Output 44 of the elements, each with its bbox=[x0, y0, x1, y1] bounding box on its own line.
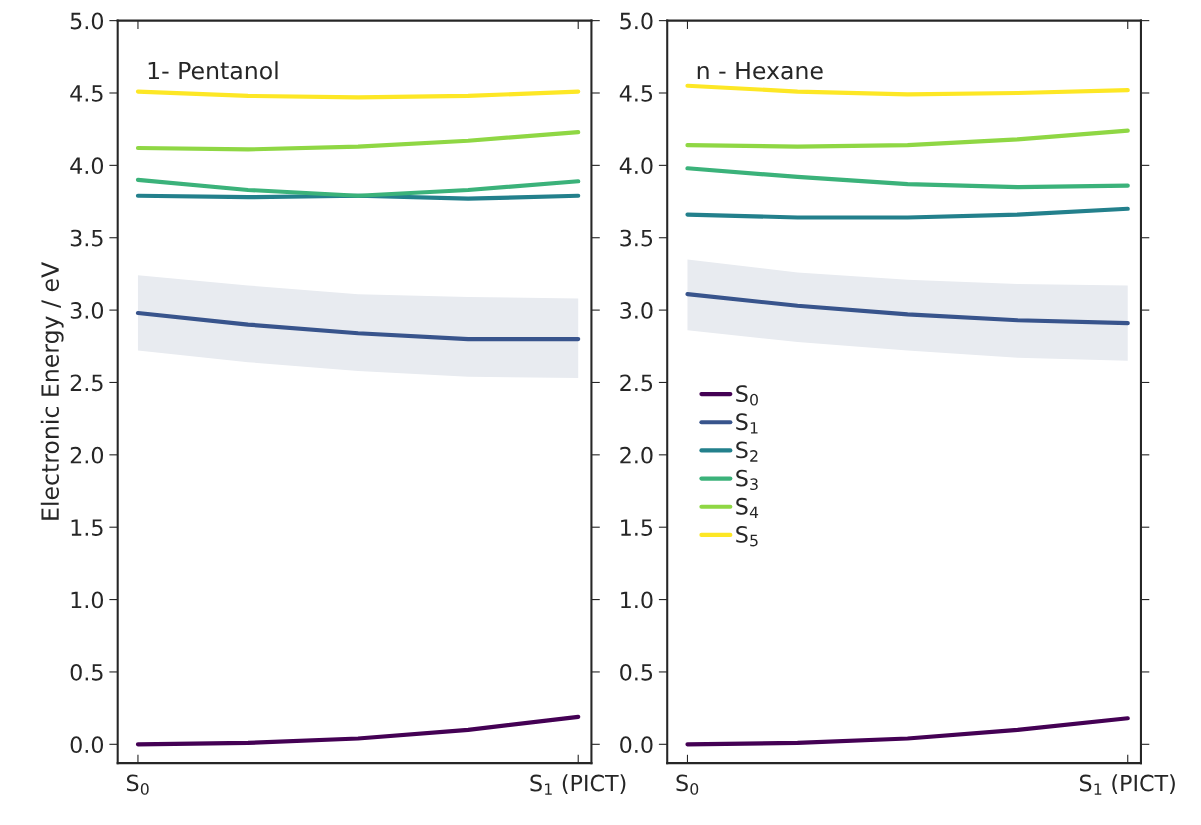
y-tick-label: 4.5 bbox=[70, 85, 103, 102]
line-series bbox=[685, 128, 1130, 149]
line-series bbox=[685, 292, 1130, 326]
y-tick-label: 0.5 bbox=[620, 663, 653, 681]
x-tick-label: S$_{0}$ bbox=[126, 774, 149, 795]
y-tick-label: 5.0 bbox=[70, 12, 104, 30]
y-tick-label: 3.5 bbox=[620, 229, 653, 247]
line-series bbox=[135, 714, 581, 747]
line-series bbox=[135, 177, 581, 198]
line-series bbox=[135, 310, 581, 342]
y-tick-label: 4.5 bbox=[619, 85, 653, 102]
legend-label: S$_{1}$ bbox=[736, 413, 758, 434]
y-tick-label: 2.0 bbox=[620, 446, 653, 464]
y-axis-title: Electronic Energy / eV bbox=[40, 261, 64, 520]
y-tick-label: 0.0 bbox=[620, 736, 653, 754]
y-tick-label: 0.0 bbox=[70, 736, 104, 754]
line-series bbox=[685, 83, 1130, 97]
annotation: 1- Pentanol bbox=[148, 61, 278, 80]
y-tick-label: 0.5 bbox=[70, 663, 103, 681]
y-tick-label: 4.0 bbox=[70, 157, 104, 175]
y-tick-label: 2.0 bbox=[70, 446, 104, 464]
y-tick-label: 2.5 bbox=[620, 374, 653, 392]
legend-label: S$_{0}$ bbox=[736, 385, 758, 406]
x-tick-label: S$_{1}$ (PICT) bbox=[1079, 774, 1175, 795]
y-tick-label: 3.5 bbox=[70, 229, 103, 247]
y-tick-label: 2.5 bbox=[70, 374, 103, 392]
legend-label: S$_{2}$ bbox=[736, 441, 758, 462]
y-tick-label: 4.0 bbox=[619, 157, 653, 175]
y-tick-label: 3.0 bbox=[620, 302, 653, 319]
legend-label: S$_{3}$ bbox=[736, 469, 758, 491]
y-tick-label: 1.0 bbox=[621, 591, 653, 609]
legend-label: S$_{5}$ bbox=[736, 526, 758, 547]
y-tick-label: 3.0 bbox=[70, 302, 104, 319]
annotation: n - Hexane bbox=[697, 61, 823, 80]
x-tick-label: S$_{1}$ (PICT) bbox=[530, 774, 626, 795]
legend-label: S$_{4}$ bbox=[736, 497, 759, 518]
y-tick-label: 1.0 bbox=[71, 591, 104, 609]
y-tick-label: 1.5 bbox=[71, 519, 103, 536]
line-series bbox=[685, 716, 1130, 747]
y-tick-label: 1.5 bbox=[621, 519, 653, 536]
x-tick-label: S$_{0}$ bbox=[676, 774, 699, 795]
y-tick-label: 5.0 bbox=[620, 12, 653, 30]
line-series bbox=[685, 166, 1130, 190]
line-series bbox=[135, 129, 581, 152]
